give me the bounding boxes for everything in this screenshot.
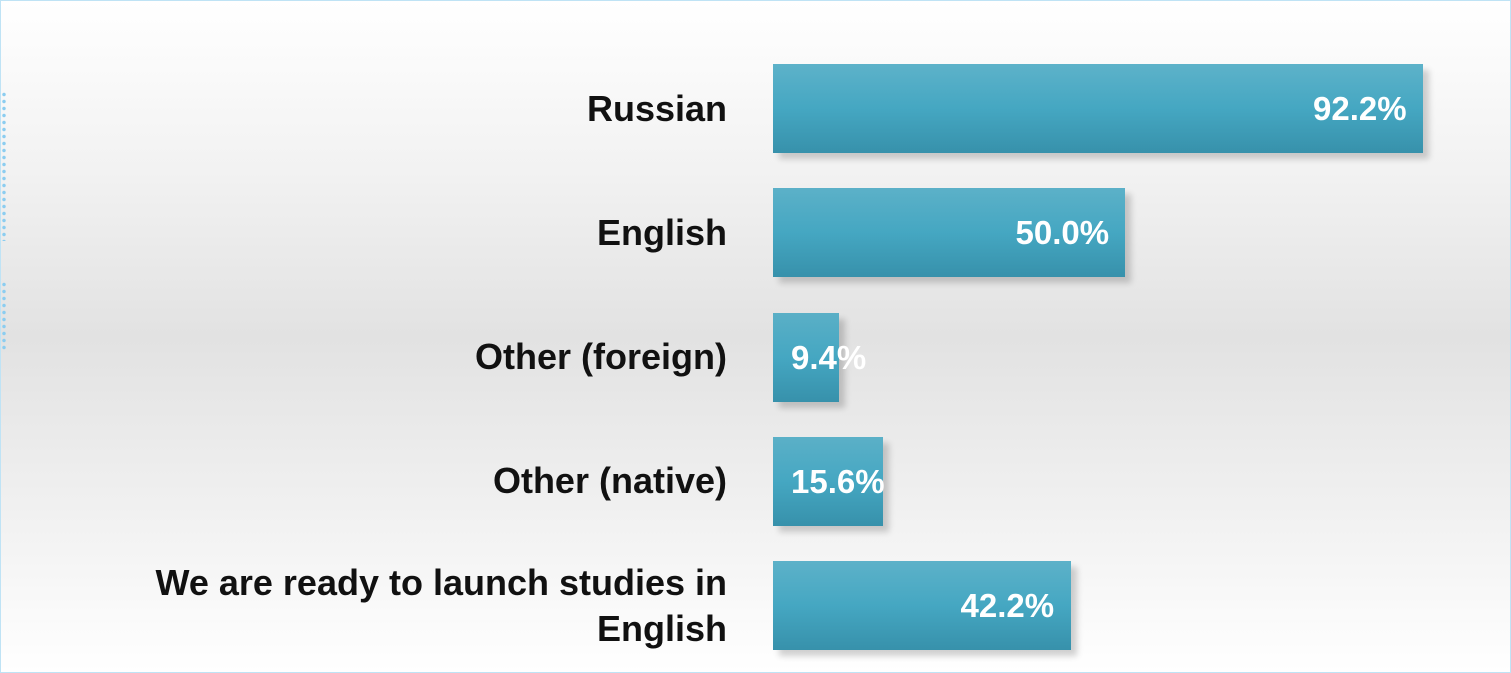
bar: [773, 312, 840, 402]
category-label: Other (foreign): [475, 336, 727, 378]
value-label: 15.6%: [791, 462, 885, 500]
category-label: We are ready to launch studies in Englis…: [155, 561, 728, 649]
category-label: Other (native): [492, 460, 727, 502]
decoration: [1, 91, 7, 241]
value-label: 92.2%: [1313, 90, 1407, 127]
value-label: 50.0%: [1015, 214, 1110, 252]
bar: [773, 561, 1071, 651]
category-label: Russian: [586, 87, 727, 129]
decoration: [1, 281, 7, 351]
value-label: 9.4%: [791, 338, 867, 376]
bar: [773, 188, 1126, 278]
value-label: 42.2%: [960, 587, 1055, 625]
bar: [773, 436, 883, 526]
category-label: English: [596, 211, 727, 253]
bar: [773, 64, 1423, 153]
